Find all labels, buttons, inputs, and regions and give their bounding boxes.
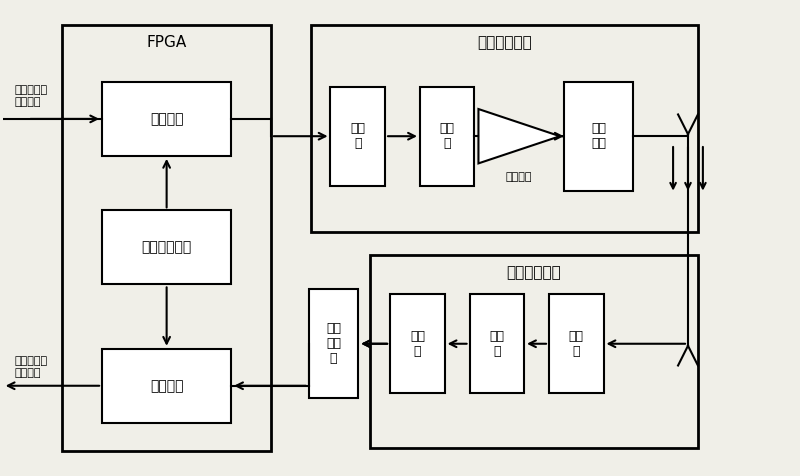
Bar (370, 255, 698, 447)
Text: 选频
回路: 选频 回路 (591, 122, 606, 150)
Bar (102, 210, 231, 285)
Text: 丙类功放: 丙类功放 (506, 172, 533, 182)
Text: 混频
器: 混频 器 (440, 122, 454, 150)
Text: 二进制比特
输出信号: 二进制比特 输出信号 (14, 356, 48, 378)
Text: 发送模块: 发送模块 (150, 112, 183, 126)
Text: FPGA: FPGA (146, 35, 186, 50)
Bar (62, 25, 271, 451)
Text: 滤波
器: 滤波 器 (350, 122, 366, 150)
Bar (420, 87, 474, 186)
Bar (310, 25, 698, 232)
Text: 射频发送单元: 射频发送单元 (477, 35, 532, 50)
Bar (309, 289, 358, 398)
Text: 混频
器: 混频 器 (490, 330, 504, 358)
Text: 二进制比特
输入信号: 二进制比特 输入信号 (14, 86, 48, 107)
Text: 接收模块: 接收模块 (150, 379, 183, 393)
Text: 低噪
放: 低噪 放 (569, 330, 584, 358)
Bar (564, 82, 634, 190)
Bar (330, 87, 385, 186)
Text: 硬限
幅电
路: 硬限 幅电 路 (326, 322, 341, 365)
Bar (102, 82, 231, 156)
Text: 滤波
器: 滤波 器 (410, 330, 425, 358)
Bar (102, 349, 231, 423)
Text: 时钟产生模块: 时钟产生模块 (142, 240, 192, 254)
Text: 射频接收单元: 射频接收单元 (506, 265, 562, 280)
Polygon shape (478, 109, 560, 163)
Bar (470, 294, 524, 393)
Bar (390, 294, 445, 393)
Bar (549, 294, 603, 393)
